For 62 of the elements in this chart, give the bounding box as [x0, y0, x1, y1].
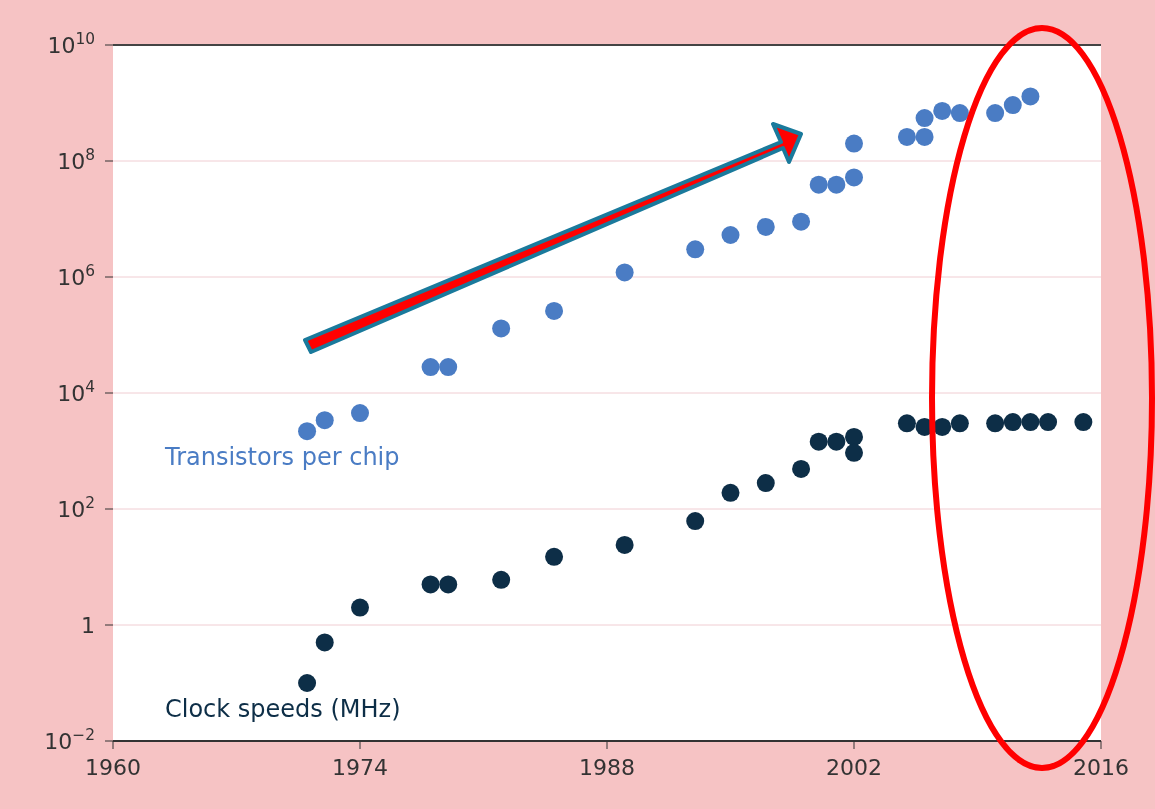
point — [845, 443, 863, 462]
point — [897, 127, 916, 146]
point — [351, 598, 369, 617]
point — [1021, 87, 1040, 106]
point — [915, 109, 934, 128]
point — [421, 575, 440, 594]
point — [809, 432, 828, 451]
point — [545, 301, 564, 320]
point — [1074, 413, 1093, 432]
y-tick-label: 10$^{4}$ — [57, 378, 95, 406]
point — [492, 319, 511, 338]
point — [845, 427, 863, 446]
series-label: Clock speeds (MHz) — [165, 695, 401, 723]
point — [492, 570, 511, 589]
point — [1003, 413, 1022, 432]
point — [986, 104, 1005, 123]
point — [439, 358, 458, 377]
point — [315, 633, 334, 652]
point — [615, 263, 634, 282]
point — [809, 175, 828, 194]
y-tick-label: 10$^{6}$ — [57, 262, 95, 290]
point — [545, 547, 564, 566]
x-tick-label: 1988 — [579, 755, 635, 780]
point — [792, 212, 811, 231]
point — [933, 417, 952, 436]
point — [845, 168, 863, 187]
point — [686, 240, 705, 259]
point — [1039, 413, 1058, 432]
x-tick-label: 1974 — [332, 755, 388, 780]
x-tick-label: 2002 — [826, 755, 882, 780]
point — [827, 432, 846, 451]
point — [950, 414, 969, 433]
x-tick-label: 1960 — [85, 755, 141, 780]
point — [298, 674, 317, 692]
point — [615, 535, 634, 554]
point — [315, 411, 334, 430]
point — [827, 175, 846, 194]
point — [721, 225, 740, 244]
point — [950, 104, 969, 123]
y-tick-label: 1 — [81, 613, 95, 638]
point — [421, 358, 440, 377]
point — [439, 575, 458, 594]
point — [1021, 413, 1040, 432]
point — [897, 414, 916, 433]
point — [686, 512, 705, 531]
y-tick-label: 10$^{8}$ — [57, 146, 95, 174]
y-tick-label: 10$^{2}$ — [57, 494, 95, 522]
point — [298, 422, 317, 441]
point — [351, 404, 369, 423]
point — [756, 217, 775, 236]
point — [986, 414, 1005, 433]
point — [756, 474, 775, 493]
series-label: Transistors per chip — [165, 443, 400, 471]
x-tick-label: 2016 — [1073, 755, 1129, 780]
point — [915, 127, 934, 146]
point — [792, 459, 811, 478]
point — [933, 101, 952, 120]
y-tick-label: 10$^{−2}$ — [44, 726, 95, 754]
y-tick-label: 10$^{10}$ — [47, 30, 95, 58]
point — [845, 134, 863, 153]
point — [1003, 96, 1022, 115]
point — [721, 483, 740, 502]
